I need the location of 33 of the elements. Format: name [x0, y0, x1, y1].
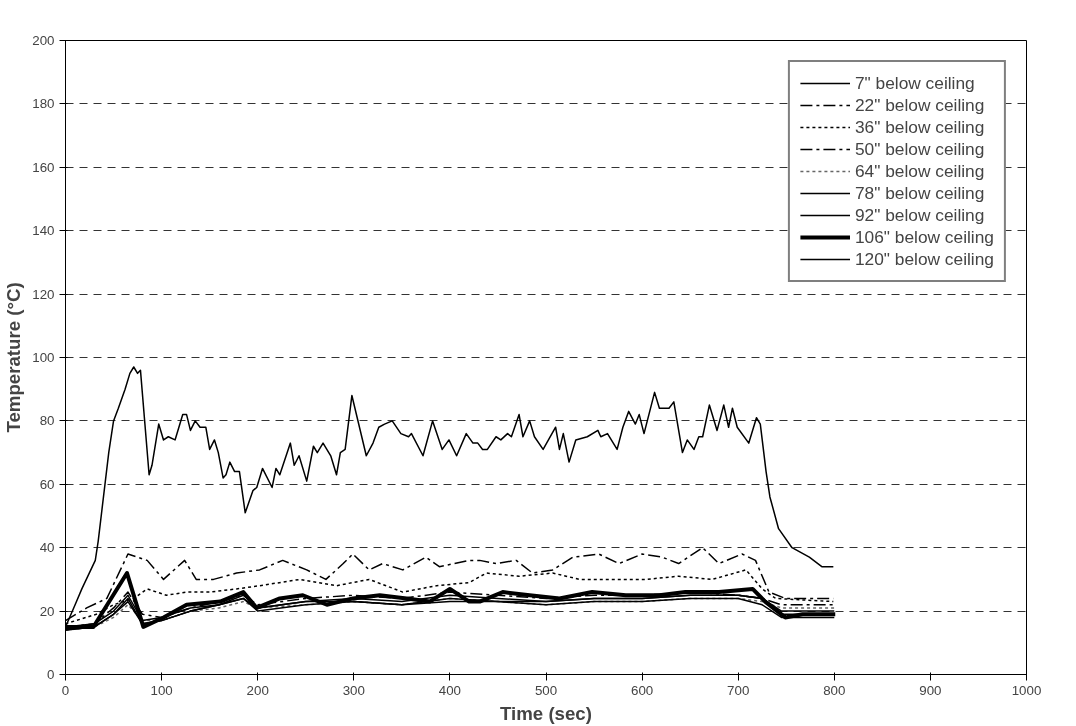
x-tick-label: 500: [534, 682, 558, 698]
legend-label: 22" below ceiling: [854, 94, 985, 116]
x-tick-label: 200: [246, 682, 269, 698]
y-tick-label: 180: [32, 96, 55, 112]
x-tick-label: 0: [61, 682, 70, 698]
legend-label: 50" below ceiling: [854, 138, 985, 160]
x-tick-label: 900: [919, 682, 942, 698]
x-tick-label: 600: [630, 682, 654, 698]
y-tick-label: 200: [32, 33, 55, 48]
legend-label: 7" below ceiling: [854, 72, 975, 94]
legend-label: 78" below ceiling: [854, 182, 985, 204]
x-tick-label: 1000: [1011, 682, 1042, 698]
legend-label: 120" below ceiling: [854, 248, 994, 270]
x-tick-label: 800: [823, 682, 846, 698]
legend-label: 64" below ceiling: [854, 160, 985, 182]
y-tick-label: 20: [39, 603, 55, 619]
x-tick-label: 400: [438, 682, 462, 698]
y-tick-label: 100: [32, 350, 55, 365]
x-tick-label: 100: [150, 682, 173, 698]
y-tick-label: 160: [32, 159, 55, 175]
y-axis-title: Temperature (°C): [3, 282, 25, 433]
legend-label: 106" below ceiling: [854, 226, 994, 248]
y-tick-label: 0: [47, 667, 55, 682]
x-axis-title: Time (sec): [500, 702, 592, 724]
y-tick-label: 120: [32, 286, 55, 302]
y-tick-label: 80: [39, 413, 55, 429]
y-tick-label: 60: [39, 476, 55, 492]
x-tick-label: 700: [727, 682, 750, 698]
y-tick-label: 40: [39, 540, 55, 556]
legend-label: 36" below ceiling: [854, 116, 985, 138]
y-tick-label: 140: [32, 223, 55, 239]
legend-label: 92" below ceiling: [854, 204, 985, 226]
x-tick-label: 300: [342, 682, 365, 698]
